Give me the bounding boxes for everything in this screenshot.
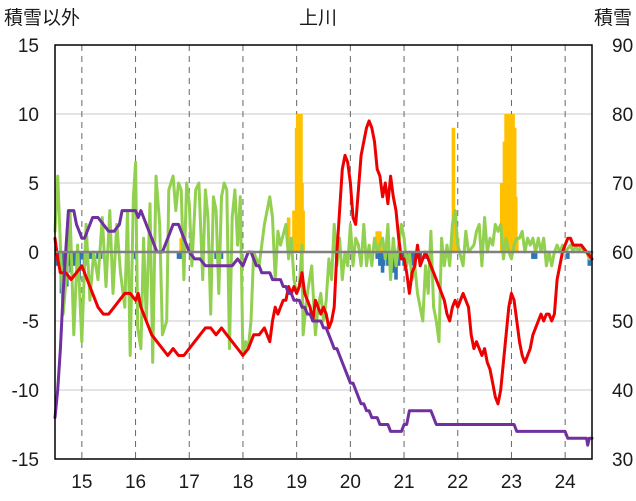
x-tick-label: 24: [555, 472, 577, 493]
x-tick-label: 17: [179, 472, 200, 493]
y-left-tick-label: 15: [18, 36, 39, 57]
bar: [301, 210, 305, 252]
bar: [179, 238, 183, 252]
bar: [88, 252, 92, 259]
bar: [396, 252, 401, 266]
bar: [96, 252, 100, 259]
bar: [507, 114, 512, 252]
y-right-tick-label: 30: [612, 450, 633, 471]
chart-title: 上川: [299, 7, 337, 29]
plot-frame: [54, 44, 593, 460]
bar: [515, 238, 519, 252]
y-axis-left-title: 積雪以外: [4, 7, 80, 29]
bar: [179, 252, 183, 259]
x-tick-label: 20: [340, 472, 361, 493]
x-tick-label: 15: [71, 472, 92, 493]
y-left-tick-label: 5: [28, 174, 39, 195]
y-right-tick-label: 70: [612, 174, 633, 195]
y-left-tick-label: -10: [12, 381, 39, 402]
bar: [375, 252, 379, 259]
bar: [533, 252, 538, 259]
y-right-tick-label: 60: [612, 243, 633, 264]
bar: [512, 127, 517, 252]
bar: [378, 252, 382, 266]
y-right-tick-label: 90: [612, 36, 633, 57]
x-tick-label: 21: [393, 472, 414, 493]
bar: [375, 231, 379, 252]
bar: [391, 252, 396, 273]
y-left-tick-label: 0: [28, 243, 39, 264]
bar: [176, 252, 181, 259]
y-axis-right-title: 積雪: [594, 7, 632, 29]
x-tick-label: 22: [447, 472, 468, 493]
y-right-tick-label: 50: [612, 312, 633, 333]
bar: [513, 196, 518, 252]
series-line: [53, 119, 594, 406]
bar: [566, 252, 570, 259]
y-left-tick-label: -15: [12, 450, 39, 471]
bar: [451, 127, 456, 252]
x-tick-label: 18: [232, 472, 253, 493]
bar: [410, 252, 414, 266]
y-right-tick-label: 80: [612, 105, 633, 126]
series-line: [53, 209, 594, 447]
x-tick-label: 16: [125, 472, 146, 493]
x-tick-label: 23: [501, 472, 522, 493]
bar: [80, 252, 84, 259]
y-left-tick-label: 10: [18, 105, 39, 126]
bar: [219, 252, 224, 259]
bar: [286, 217, 291, 252]
bar: [71, 252, 76, 266]
bar: [292, 210, 296, 252]
tick-labels: -15 -10 -5 0 5 10 15 30 40 50 60 70 80 90 15 16 17 18 19 20…: [12, 36, 634, 493]
bar: [61, 252, 65, 266]
bar: [499, 183, 504, 252]
y-left-tick-label: -5: [22, 312, 39, 333]
bar: [531, 252, 535, 259]
x-tick-label: 19: [286, 472, 307, 493]
y-right-tick-label: 40: [612, 381, 633, 402]
bar: [386, 252, 390, 266]
